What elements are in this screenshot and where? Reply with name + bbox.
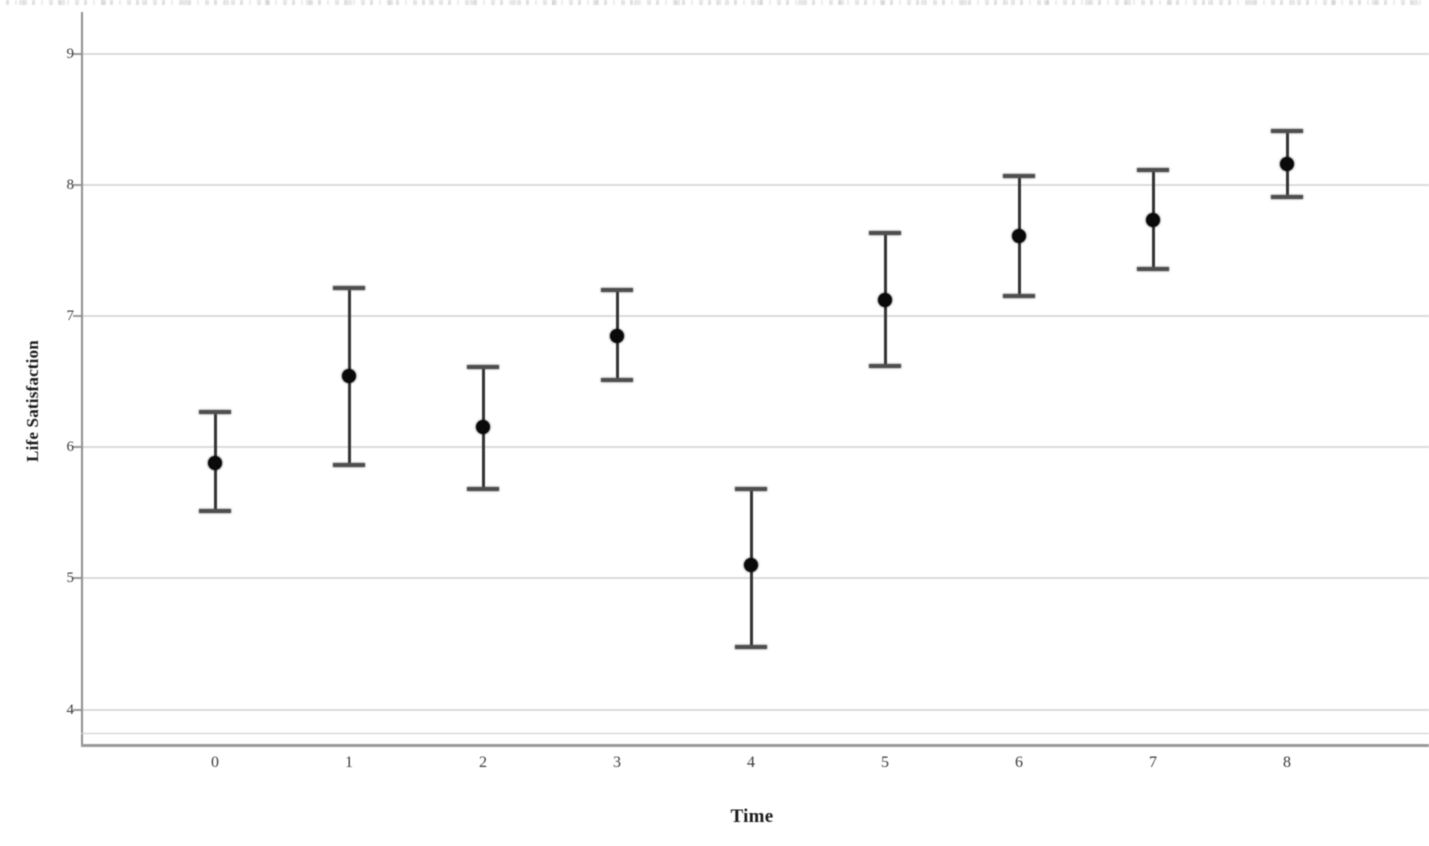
cropped-title-remnant — [6, 0, 1422, 5]
x-tick-label-6: 6 — [1015, 754, 1023, 771]
mean-dot-8 — [1280, 156, 1294, 171]
plot-area — [81, 12, 1429, 735]
mean-dot-0 — [208, 455, 222, 470]
x-tick-label-3: 3 — [613, 754, 621, 771]
mean-dot-5 — [878, 293, 892, 308]
y-tick-4 — [73, 708, 81, 711]
y-tick-label-4: 4 — [66, 701, 75, 718]
error-cap-top-3 — [601, 287, 633, 292]
mean-dot-1 — [342, 369, 356, 384]
gridline-y-8 — [81, 183, 1429, 186]
y-axis-title: Life Satisfaction — [23, 340, 42, 462]
x-tick-label-4: 4 — [747, 754, 755, 771]
error-cap-top-0 — [199, 409, 231, 414]
y-tick-9 — [73, 52, 81, 55]
y-tick-label-7: 7 — [66, 307, 75, 324]
x-tick-label-5: 5 — [881, 754, 889, 771]
mean-dot-2 — [476, 420, 490, 435]
x-axis-line — [81, 744, 1429, 747]
y-tick-label-8: 8 — [66, 176, 75, 193]
error-cap-bottom-1 — [333, 463, 365, 468]
error-cap-bottom-2 — [467, 487, 499, 492]
error-cap-bottom-3 — [601, 378, 633, 383]
mean-dot-7 — [1146, 213, 1160, 228]
x-tick-label-7: 7 — [1149, 754, 1157, 771]
y-tick-5 — [73, 577, 81, 580]
error-cap-bottom-8 — [1271, 194, 1303, 199]
error-cap-bottom-4 — [735, 644, 767, 649]
x-tick-label-0: 0 — [211, 754, 219, 771]
mean-dot-6 — [1012, 228, 1026, 243]
error-cap-top-1 — [333, 286, 365, 291]
gridline-y-5 — [81, 577, 1429, 580]
y-tick-6 — [73, 446, 81, 449]
plot-frame-bottom — [81, 733, 1429, 734]
y-tick-label-5: 5 — [66, 570, 75, 587]
y-tick-8 — [73, 183, 81, 186]
error-cap-top-5 — [869, 231, 901, 236]
error-cap-bottom-0 — [199, 509, 231, 514]
y-tick-7 — [73, 314, 81, 317]
error-cap-top-8 — [1271, 128, 1303, 133]
error-cap-bottom-7 — [1137, 266, 1169, 271]
error-cap-top-4 — [735, 487, 767, 492]
mean-dot-3 — [610, 328, 624, 343]
error-cap-bottom-6 — [1003, 294, 1035, 299]
gridline-y-6 — [81, 446, 1429, 449]
mean-dot-4 — [744, 558, 758, 573]
error-cap-bottom-5 — [869, 363, 901, 368]
x-tick-label-2: 2 — [479, 754, 487, 771]
error-cap-top-2 — [467, 365, 499, 370]
y-tick-label-6: 6 — [66, 439, 75, 456]
x-tick-label-1: 1 — [345, 754, 353, 771]
gridline-y-9 — [81, 52, 1429, 55]
y-tick-label-9: 9 — [66, 45, 75, 62]
error-cap-top-6 — [1003, 173, 1035, 178]
x-tick-label-8: 8 — [1283, 754, 1291, 771]
y-axis-line — [81, 12, 83, 746]
gridline-y-7 — [81, 314, 1429, 317]
error-cap-top-7 — [1137, 168, 1169, 173]
x-axis-title: Time — [730, 806, 774, 827]
gridline-y-4 — [81, 708, 1429, 711]
